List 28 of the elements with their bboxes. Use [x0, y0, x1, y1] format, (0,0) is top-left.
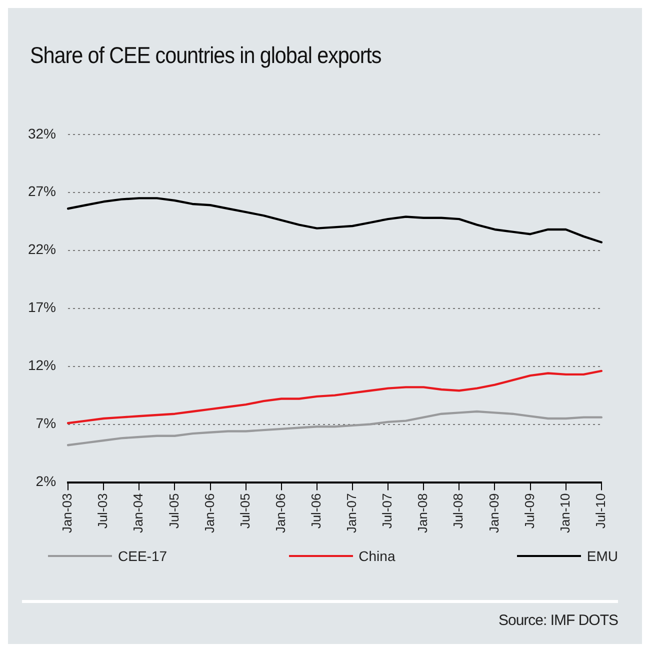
x-tick-label: Jul-05 [166, 493, 182, 529]
y-tick-label: 2% [36, 473, 56, 490]
x-tick-label: Jul-03 [95, 493, 110, 529]
legend-label: EMU [586, 548, 618, 564]
x-tick-label: Jul-06 [308, 493, 324, 529]
x-tick-label: Jan-09 [486, 493, 502, 533]
x-tick-label: Jan-04 [130, 493, 146, 533]
x-tick-label: Jan-06 [272, 493, 288, 533]
legend-label: CEE-17 [118, 548, 168, 564]
y-tick-label: 7% [36, 415, 56, 432]
x-tick-label: Jul-05 [237, 493, 252, 529]
y-tick-label: 27% [28, 183, 56, 200]
legend-label: China [358, 548, 396, 564]
y-tick-label: 17% [28, 299, 56, 316]
chart-title: Share of CEE countries in global exports [30, 42, 382, 69]
x-tick-label: Jan-07 [344, 493, 360, 533]
y-tick-label: 22% [28, 241, 56, 258]
x-tick-label: Jul-10 [592, 493, 608, 529]
x-tick-label: Jan-10 [557, 493, 572, 533]
y-tick-label: 32% [28, 125, 56, 142]
x-tick-label: Jul-08 [450, 493, 466, 529]
x-tick-label: Jul-07 [380, 493, 395, 529]
x-tick-label: Jan-08 [415, 493, 430, 533]
x-tick-label: Jan-03 [60, 493, 75, 533]
y-tick-label: 12% [28, 357, 56, 374]
source-note: Source: IMF DOTS [498, 612, 618, 629]
x-tick-label: Jul-09 [522, 493, 537, 529]
x-tick-label: Jan-06 [202, 493, 217, 533]
